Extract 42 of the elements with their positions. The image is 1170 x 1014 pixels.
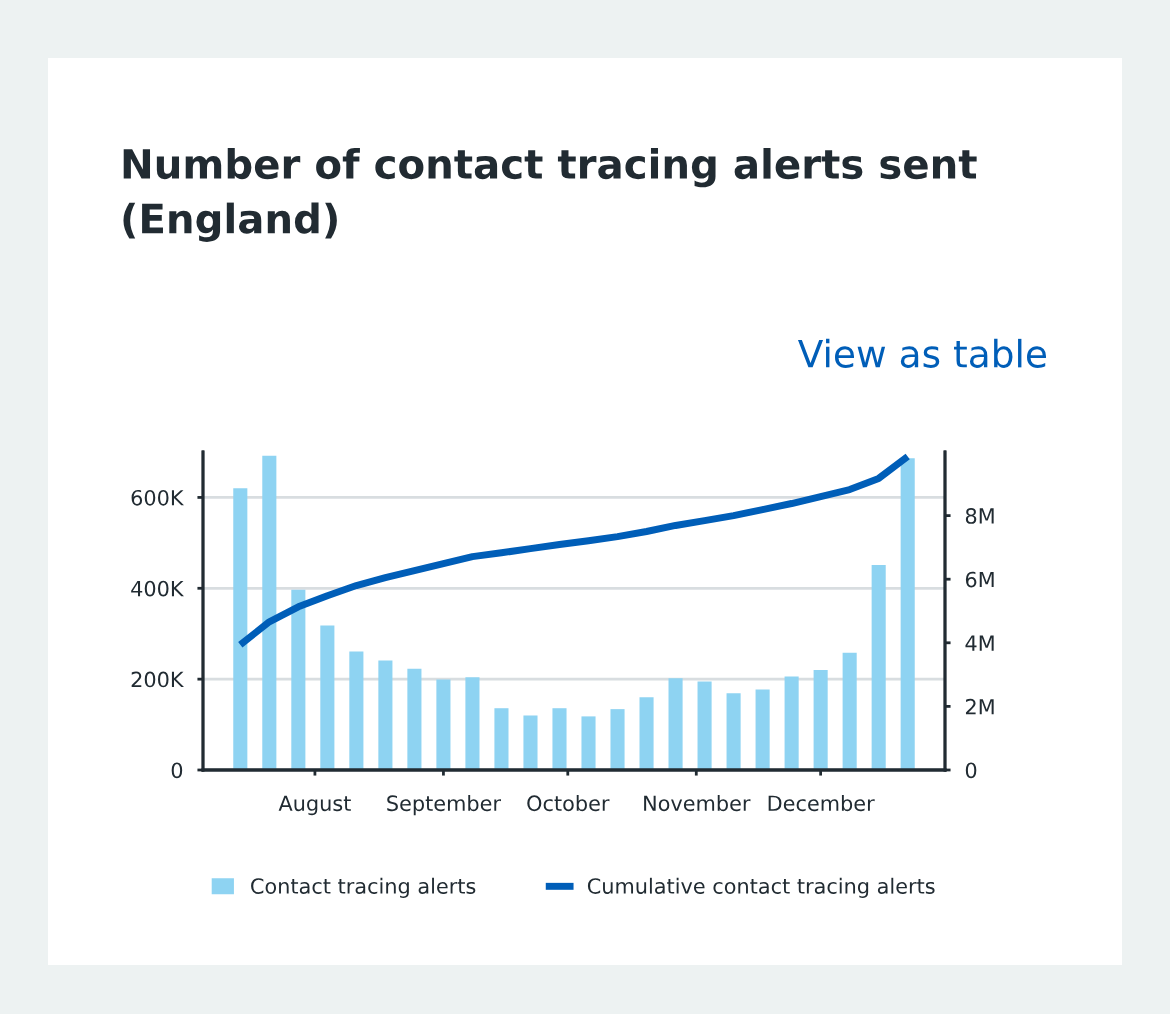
x-tick-label: December <box>768 795 875 812</box>
x-tick-label: October <box>527 795 610 812</box>
text: View as table <box>797 338 1047 368</box>
bar <box>494 708 509 770</box>
bar <box>262 455 277 770</box>
y2-tick-label: 6M <box>965 571 994 588</box>
bar <box>813 670 828 770</box>
bar <box>233 488 248 770</box>
y-tick-label: 0 <box>171 762 183 779</box>
legend-label: Cumulative contact tracing alerts <box>587 877 935 898</box>
bar <box>784 676 799 770</box>
bar <box>581 716 596 770</box>
chart-title: Number of contact tracing alerts sent (England) <box>123 148 977 242</box>
bar <box>726 693 741 770</box>
bar <box>842 652 857 770</box>
y2-tick-label: 2M <box>965 698 994 715</box>
bar <box>407 668 422 770</box>
y2-tick-label: 8M <box>965 508 994 524</box>
x-tick-label: September <box>387 795 501 816</box>
bar <box>639 697 654 770</box>
x-tick-label: August <box>278 795 351 816</box>
legend-label: Contact tracing alerts <box>251 877 476 898</box>
y-tick-label: 200K <box>131 671 184 688</box>
bar <box>465 677 480 770</box>
x-tick-label: November <box>644 795 751 812</box>
bar <box>900 458 915 770</box>
bar <box>610 709 625 770</box>
y-tick-label: 600K <box>131 489 184 506</box>
bar <box>320 625 335 770</box>
bar <box>697 681 712 770</box>
bar <box>552 708 567 770</box>
bar <box>871 565 886 770</box>
bar <box>291 589 306 770</box>
y-tick-label: 400K <box>131 580 184 597</box>
bar <box>668 678 683 770</box>
bar <box>755 689 770 770</box>
bar <box>436 679 451 770</box>
y2-tick-label: 0 <box>965 762 977 779</box>
bar <box>378 660 393 770</box>
y2-tick-label: 4M <box>965 635 994 651</box>
bar <box>523 715 538 770</box>
bar <box>349 651 364 770</box>
